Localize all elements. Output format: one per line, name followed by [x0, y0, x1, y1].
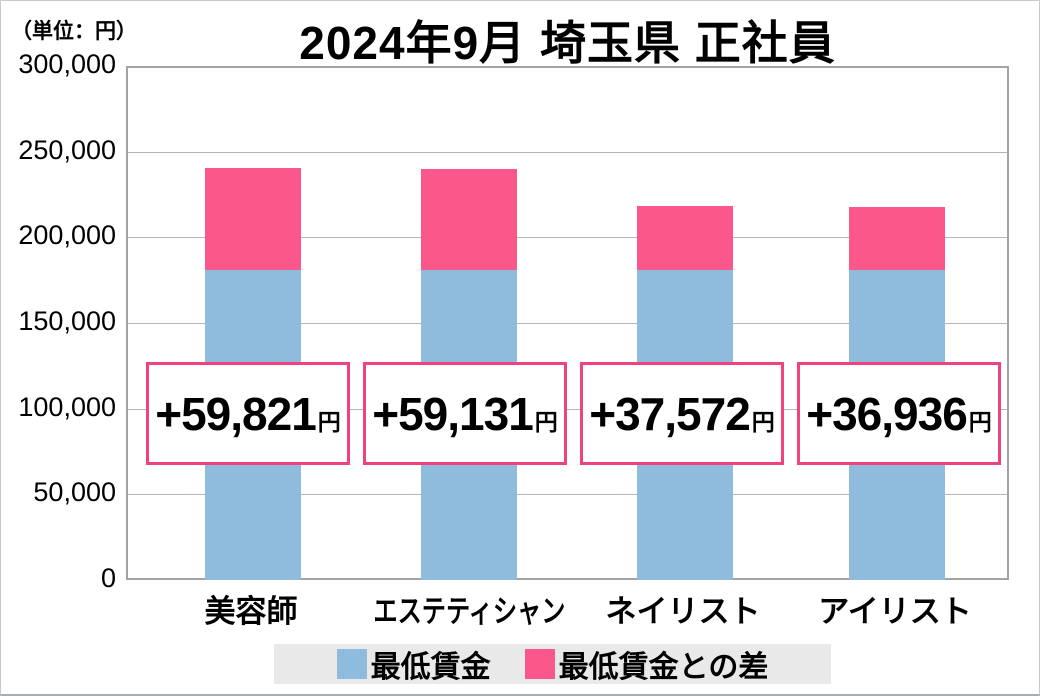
y-tick-label: 300,000 [18, 49, 116, 79]
legend: 最低賃金 最低賃金との差 [274, 644, 831, 684]
gridline [128, 237, 1007, 239]
x-tick-label: エステティシャン [373, 594, 566, 629]
x-tick-label: アイリスト [818, 594, 972, 629]
legend-swatch-icon [336, 649, 367, 679]
y-tick-label: 50,000 [33, 477, 116, 508]
bar-segment-最低賃金との差 [421, 168, 517, 271]
y-tick-label: 250,000 [18, 134, 116, 165]
y-tick-label: 150,000 [18, 306, 116, 336]
bar-segment-最低賃金との差 [637, 205, 733, 271]
x-tick-label: 美容師 [204, 594, 298, 629]
y-tick-label: 200,000 [18, 220, 116, 251]
diff-unit: 円 [751, 409, 775, 435]
legend-label: 最低賃金との差 [558, 651, 769, 684]
unit-label: （単位：円） [11, 20, 137, 43]
diff-value-box: +36,936 円 [797, 362, 1001, 465]
legend-item: 最低賃金との差 [524, 642, 769, 686]
legend-swatch-icon [524, 649, 555, 679]
diff-value-box: +37,572 円 [580, 362, 784, 465]
diff-unit: 円 [968, 409, 992, 435]
bar-segment-最低賃金との差 [205, 167, 301, 271]
gridline [128, 408, 1007, 410]
gridline [128, 151, 1007, 153]
gridline [128, 494, 1007, 496]
diff-unit: 円 [534, 409, 558, 435]
bar-segment-最低賃金との差 [849, 206, 945, 271]
diff-unit: 円 [317, 409, 341, 435]
y-tick-label: 100,000 [18, 391, 116, 422]
diff-value-box: +59,821 円 [146, 362, 350, 465]
legend-label: 最低賃金 [370, 651, 491, 684]
x-tick-label: ネイリスト [605, 594, 761, 629]
plot-area: +59,821 円 +59,131 円 +37,572 円 +36,936 円 [126, 66, 1009, 580]
chart-title: 2024年9月 埼玉県 正社員 [299, 17, 836, 69]
diff-amount: +37,572 [589, 387, 751, 440]
y-tick-label: 0 [100, 563, 116, 593]
legend-item: 最低賃金 [336, 642, 491, 686]
gridline [128, 323, 1007, 324]
diff-amount: +36,936 [806, 387, 968, 440]
diff-value-box: +59,131 円 [363, 362, 567, 465]
diff-amount: +59,821 [155, 387, 317, 440]
diff-amount: +59,131 [372, 387, 534, 440]
